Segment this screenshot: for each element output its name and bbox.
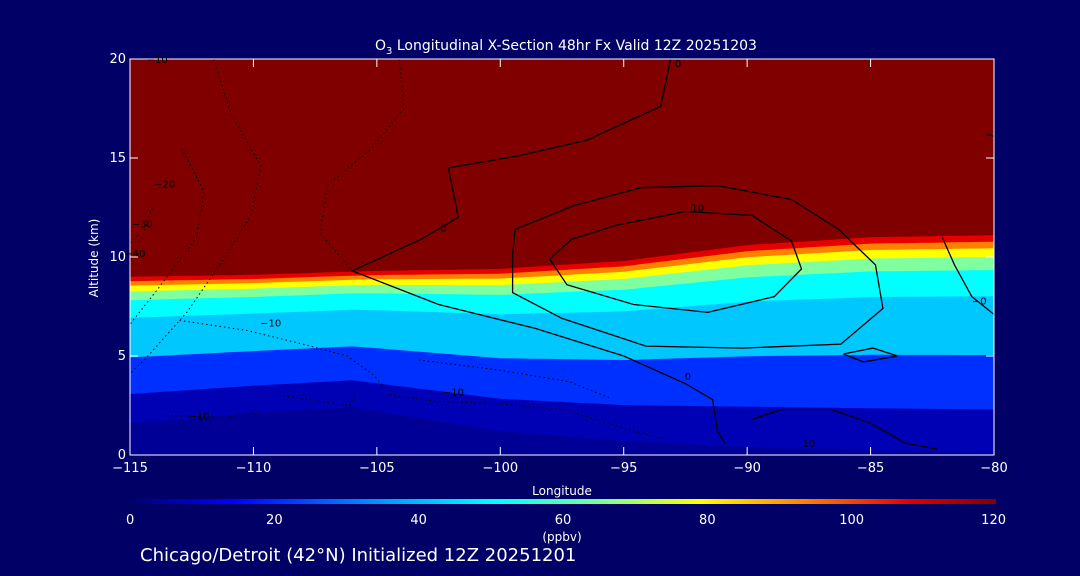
contour-label: −10 bbox=[443, 388, 464, 399]
contour-line-dotted bbox=[179, 319, 664, 440]
contour-label: −30 bbox=[132, 219, 153, 230]
y-tick-label: 5 bbox=[118, 349, 126, 364]
x-tick-label: −115 bbox=[112, 461, 148, 476]
colorbar-tick-label: 0 bbox=[126, 513, 134, 528]
surface-terrain bbox=[130, 407, 994, 455]
contour-label: 0 bbox=[685, 372, 691, 383]
y-tick-label: 10 bbox=[109, 250, 126, 265]
colorbar-tick-label: 60 bbox=[555, 513, 572, 528]
colorbar-ticks: 0 20 40 60 80 100 120 bbox=[126, 513, 1006, 528]
plot-area bbox=[130, 59, 994, 455]
y-tick-label: 0 bbox=[118, 448, 126, 463]
contour-label: 0 bbox=[440, 223, 446, 234]
contour-label: −10 bbox=[260, 318, 281, 329]
x-tick-label: −80 bbox=[980, 461, 1007, 476]
colorbar-tick-label: 20 bbox=[266, 513, 283, 528]
x-axis-label: Longitude bbox=[532, 484, 592, 498]
colorbar: 0 20 40 60 80 100 120 (ppbv) bbox=[126, 499, 1006, 544]
x-tick-label: −90 bbox=[733, 461, 760, 476]
x-tick-label: −110 bbox=[236, 461, 272, 476]
contour-labels: −10 0 −20 −30 −40 0 10 −10 0 −10 −10 −0 10 bbox=[124, 55, 986, 450]
colorbar-label: (ppbv) bbox=[542, 530, 581, 544]
contour-line-dotted bbox=[130, 234, 138, 244]
y-tick-label: 20 bbox=[109, 52, 126, 67]
x-tick-label: −100 bbox=[482, 461, 518, 476]
contour-line-solid bbox=[511, 185, 884, 349]
contour-line-solid bbox=[751, 408, 938, 450]
colorbar-tick-label: 40 bbox=[410, 513, 427, 528]
chart-title: O3 Longitudinal X-Section 48hr Fx Valid … bbox=[375, 38, 757, 57]
figure-caption: Chicago/Detroit (42°N) Initialized 12Z 2… bbox=[140, 545, 576, 566]
contour-label: −10 bbox=[189, 411, 210, 422]
x-axis: −115 −110 −105 −100 −95 −90 −85 −80 bbox=[112, 59, 1008, 476]
chart-title-subscript: 3 bbox=[386, 46, 392, 57]
contour-label: 10 bbox=[803, 439, 816, 450]
y-axis: 0 5 10 15 20 bbox=[109, 52, 994, 463]
contour-line-dotted bbox=[319, 59, 405, 272]
contour-line-solid bbox=[549, 210, 803, 314]
y-axis-label: Altitude (km) bbox=[87, 219, 101, 298]
contour-label: −10 bbox=[147, 55, 168, 66]
colorbar-tick-label: 100 bbox=[839, 513, 864, 528]
y-tick-label: 15 bbox=[109, 151, 126, 166]
contour-line-solid bbox=[350, 59, 726, 444]
contour-label: −0 bbox=[972, 297, 987, 308]
contour-label: 10 bbox=[691, 204, 704, 215]
colorbar-tick-label: 120 bbox=[981, 513, 1006, 528]
contour-label: 0 bbox=[675, 59, 681, 70]
contour-line-solid bbox=[843, 347, 898, 363]
contour-label: −20 bbox=[154, 180, 175, 191]
contour-line-solid bbox=[986, 133, 994, 137]
contour-line-dotted bbox=[130, 59, 262, 375]
contour-line-solid bbox=[941, 236, 994, 315]
difference-contours bbox=[130, 59, 994, 450]
x-tick-label: −105 bbox=[359, 461, 395, 476]
contour-label: −40 bbox=[124, 249, 145, 260]
colorbar-ramp bbox=[130, 499, 996, 504]
colorbar-tick-label: 80 bbox=[699, 513, 716, 528]
x-tick-label: −85 bbox=[857, 461, 884, 476]
contour-line-dotted bbox=[130, 147, 205, 325]
contour-line-dotted bbox=[130, 207, 153, 262]
x-tick-label: −95 bbox=[610, 461, 637, 476]
